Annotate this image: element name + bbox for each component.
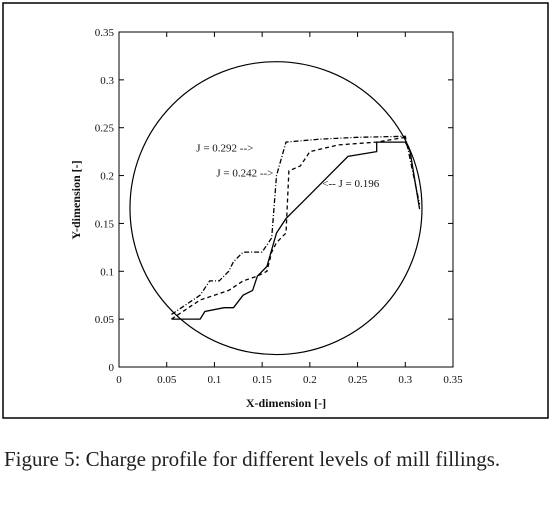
plot-frame xyxy=(118,31,454,368)
x-tick-label: 0 xyxy=(116,374,122,386)
mill-circle xyxy=(129,61,423,356)
y-tick-label: 0.2 xyxy=(100,171,114,183)
x-tick-label: 0.1 xyxy=(208,374,222,386)
profile-line xyxy=(171,135,421,315)
y-tick-label: 0.35 xyxy=(95,27,115,39)
y-tick-label: 0.1 xyxy=(100,266,114,278)
y-tick-label: 0.3 xyxy=(100,75,114,87)
annotation: J = 0.242 --> xyxy=(216,168,273,180)
y-axis-label: Y-dimension [-] xyxy=(69,160,83,239)
figure-frame xyxy=(2,2,549,419)
caption: Figure 5: Charge profile for different l… xyxy=(4,447,501,471)
y-tick-label: 0.15 xyxy=(95,218,115,230)
annotation: <-- J = 0.196 xyxy=(322,178,380,190)
y-tick-label: 0.25 xyxy=(95,123,115,135)
x-tick-label: 0.2 xyxy=(303,374,317,386)
figure: X-dimension [-] Y-dimension [-] 0 0.05 0.1… xyxy=(2,2,549,419)
y-tick-label: 0.05 xyxy=(95,314,115,326)
annotation: J = 0.292 --> xyxy=(196,143,253,155)
y-tick-label: 0 xyxy=(109,362,115,374)
x-tick-label: 0.15 xyxy=(253,374,273,386)
x-tick-label: 0.05 xyxy=(157,374,177,386)
x-tick-label: 0.25 xyxy=(348,374,368,386)
x-axis-label: X-dimension [-] xyxy=(246,396,326,410)
x-tick-label: 0.35 xyxy=(443,374,463,386)
profile-line xyxy=(171,136,406,320)
x-tick-label: 0.3 xyxy=(398,374,412,386)
